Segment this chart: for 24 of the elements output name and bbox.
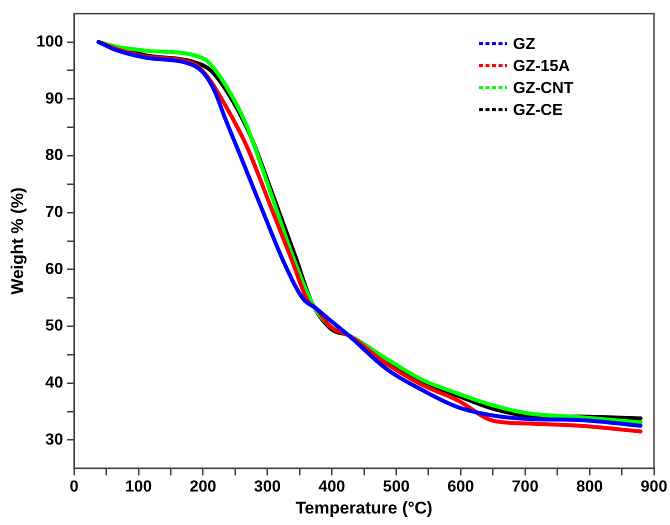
x-tick-label: 0	[70, 478, 79, 496]
y-tick-label: 90	[45, 90, 64, 108]
y-tick-label: 50	[45, 318, 64, 335]
x-tick-label: 300	[254, 478, 281, 496]
y-axis-title: Weight % (%)	[8, 187, 27, 295]
y-tick-label: 100	[36, 33, 64, 50]
y-tick-label: 70	[45, 204, 64, 221]
y-tick-label: 60	[45, 260, 64, 278]
x-tick-label: 400	[318, 478, 346, 496]
x-tick-label: 800	[576, 478, 604, 496]
x-tick-label: 500	[382, 478, 410, 496]
x-tick-label: 200	[190, 478, 216, 496]
y-tick-label: 40	[45, 374, 64, 392]
y-tick-label: 80	[45, 147, 64, 164]
legend-label: GZ-15A	[513, 58, 570, 76]
x-tick-label: 600	[447, 478, 474, 496]
x-tick-label: 900	[640, 478, 668, 496]
legend-label: GZ-CNT	[513, 80, 574, 98]
x-axis-title: Temperature (°C)	[296, 498, 432, 518]
legend-label: GZ-CE	[513, 102, 564, 120]
y-tick-label: 30	[45, 431, 64, 448]
x-tick-label: 100	[125, 478, 152, 496]
legend-label: GZ	[513, 36, 536, 54]
x-tick-label: 700	[512, 478, 539, 496]
